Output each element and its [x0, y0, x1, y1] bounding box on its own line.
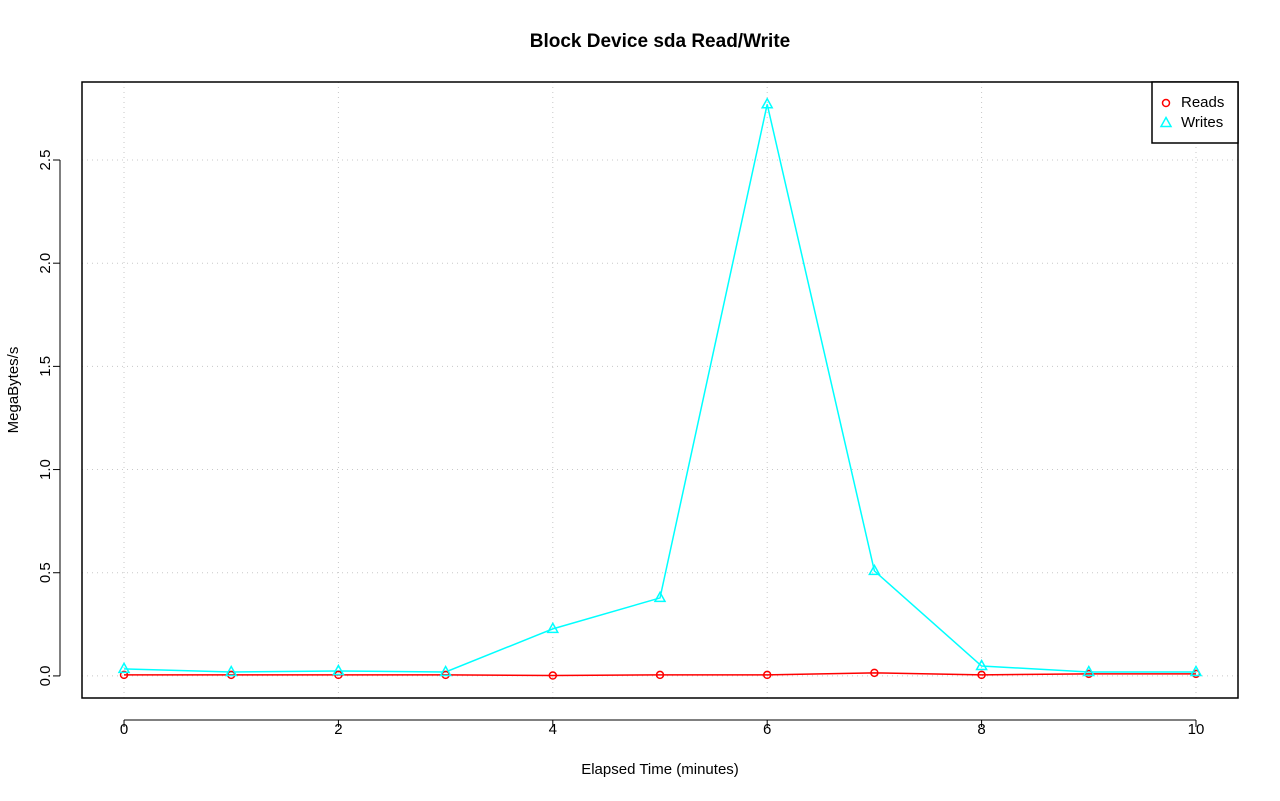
data-point	[655, 670, 665, 680]
x-tick-label: 4	[549, 721, 557, 738]
data-point	[1082, 664, 1096, 677]
legend-label: Writes	[1181, 114, 1223, 131]
legend-marker	[1159, 115, 1173, 128]
data-point	[117, 661, 131, 674]
data-point	[975, 658, 988, 671]
y-tick-label: 2.5	[37, 150, 54, 171]
data-point	[119, 670, 129, 680]
data-point	[870, 668, 879, 678]
data-point	[439, 664, 452, 677]
chart-title: Block Device sda Read/Write	[530, 31, 790, 52]
series-line	[123, 104, 1196, 673]
x-tick-label: 6	[763, 721, 771, 738]
x-tick-label: 10	[1188, 721, 1205, 738]
y-tick-label: 0.5	[37, 562, 54, 583]
data-point	[653, 590, 667, 603]
x-tick-label: 8	[977, 721, 985, 738]
series-line	[124, 672, 1196, 677]
data-point	[546, 621, 560, 634]
y-tick-label: 2.0	[37, 253, 54, 274]
data-point	[762, 670, 772, 680]
data-point	[760, 97, 774, 109]
data-point	[977, 670, 986, 680]
x-axis-label: Elapsed Time (minutes)	[581, 761, 739, 778]
y-tick-label: 1.0	[37, 459, 54, 480]
data-point	[332, 663, 345, 676]
y-tick-label: 1.5	[37, 356, 54, 377]
x-tick-label: 0	[120, 721, 128, 738]
legend-marker	[1161, 98, 1171, 108]
y-axis-label: MegaBytes/s	[5, 347, 22, 434]
x-tick-label: 2	[334, 721, 342, 738]
data-point	[548, 671, 558, 680]
data-point	[224, 664, 238, 677]
plot-frame	[81, 81, 1239, 699]
legend-label: Reads	[1181, 94, 1224, 111]
data-point	[1189, 664, 1203, 677]
y-tick-label: 0.0	[37, 665, 54, 686]
legend-box	[1151, 81, 1239, 144]
data-point	[868, 563, 881, 576]
